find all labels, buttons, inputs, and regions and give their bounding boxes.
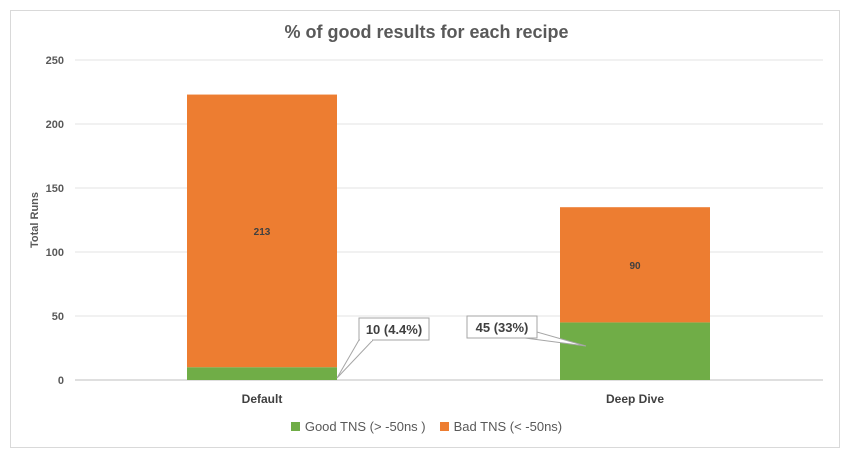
- x-tick-label: Default: [242, 392, 283, 406]
- data-label-bad: 90: [629, 261, 641, 272]
- y-axis-label: Total Runs: [29, 192, 41, 248]
- y-tick-label: 100: [46, 247, 64, 259]
- legend-item-bad: Bad TNS (< -50ns): [439, 419, 563, 434]
- legend-swatch-bad: [439, 422, 449, 431]
- legend-item-good: Good TNS (> -50ns ): [290, 419, 426, 434]
- data-label-good: 45 (33%): [476, 320, 529, 335]
- callout-box-deepdive: [466, 315, 538, 339]
- y-tick-label: 150: [46, 183, 64, 195]
- legend-label-good: Good TNS (> -50ns ): [304, 419, 426, 434]
- legend: Good TNS (> -50ns ) Bad TNS (< -50ns): [0, 419, 853, 434]
- callout-pointer-default: [336, 339, 375, 379]
- y-tick-label: 250: [46, 55, 64, 67]
- data-label-bad: 213: [254, 227, 271, 238]
- y-tick-label: 50: [52, 311, 64, 323]
- bar-good-0: [187, 367, 337, 380]
- y-tick-label: 0: [58, 375, 64, 387]
- y-tick-label: 200: [46, 119, 64, 131]
- x-tick-label: Deep Dive: [606, 392, 664, 406]
- chart-title: % of good results for each recipe: [284, 22, 569, 42]
- bar-bad-1: [560, 207, 710, 323]
- bar-bad-0: [187, 94, 337, 368]
- bar-good-1: [560, 322, 710, 380]
- legend-label-bad: Bad TNS (< -50ns): [453, 419, 563, 434]
- data-label-good: 10 (4.4%): [366, 322, 422, 337]
- legend-swatch-good: [290, 422, 300, 431]
- callout-box-default: [358, 317, 430, 341]
